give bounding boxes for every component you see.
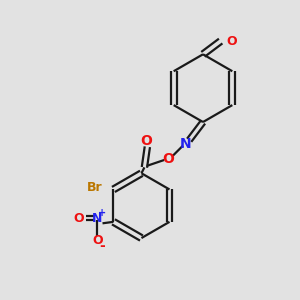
Text: O: O [74,212,84,224]
Text: O: O [163,152,175,166]
Text: N: N [179,137,191,151]
Text: O: O [226,34,237,48]
Text: Br: Br [87,181,102,194]
Text: O: O [92,235,103,248]
Text: +: + [98,208,106,218]
Text: N: N [92,212,102,224]
Text: O: O [140,134,152,148]
Text: -: - [100,239,105,253]
